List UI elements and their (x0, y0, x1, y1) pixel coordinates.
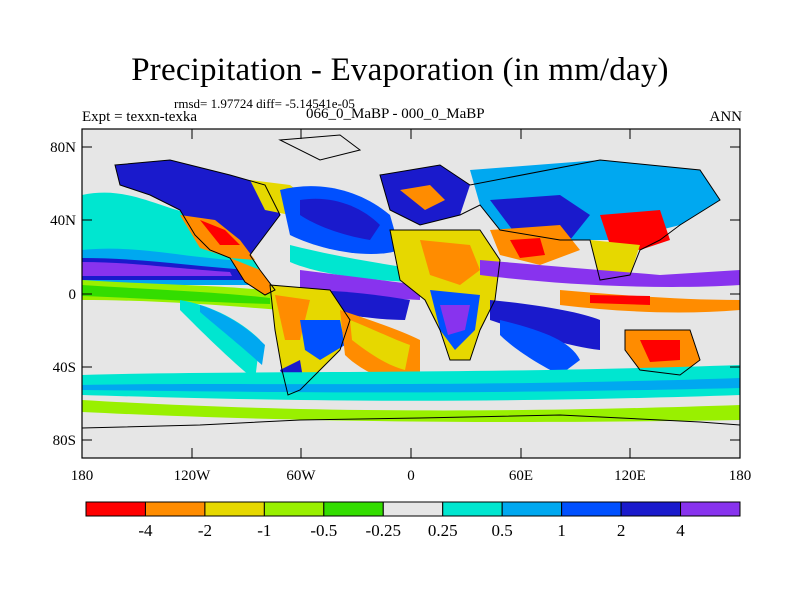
colorbar-box (263, 501, 325, 517)
colorbar-box (442, 501, 503, 517)
indian-pacific-purple (480, 260, 740, 287)
colorbar-label: -0.5 (310, 521, 337, 540)
coastlines (82, 134, 740, 429)
epac-green2 (82, 285, 270, 304)
central-america (230, 258, 275, 295)
colorbar-box (323, 501, 384, 517)
southern-green-band (82, 400, 740, 423)
colorbar-box (382, 501, 444, 517)
x-tick-label: 60W (286, 468, 316, 484)
coast-australia (624, 329, 701, 376)
colorbar-box (85, 501, 146, 517)
colorbar-label: -1 (257, 521, 271, 540)
y-tick-label: 80S (53, 433, 76, 449)
experiments-label: 066_0_MaBP - 000_0_MaBP (306, 106, 485, 122)
coast-antarctica (82, 414, 740, 429)
colorbar-labels: -4 -2 -1 -0.5 -0.25 0.25 0.5 1 2 4 (138, 521, 685, 540)
stats-label: rmsd= 1.97724 diff= -5.14541e-05 (174, 96, 355, 111)
indian-ocean-blue2 (500, 320, 580, 375)
southeast-asia-yellow (590, 240, 640, 280)
middle-east-red (510, 238, 545, 258)
coast-africa (389, 229, 501, 361)
x-tick-label: 120W (174, 468, 212, 484)
coast-greenland (278, 134, 362, 161)
colorbar-box (561, 501, 622, 517)
y-tick-labels: 80N 40N 0 40S 80S (50, 140, 76, 449)
x-axis (81, 129, 741, 458)
colorbar-box (620, 501, 682, 517)
natl-darkblue (300, 198, 380, 240)
colorbar-label: -2 (198, 521, 212, 540)
experiment-label: Expt = texxn-texka (82, 109, 198, 125)
coast-south-america (269, 284, 351, 396)
colorbar-boxes (85, 501, 741, 517)
colorbar-label: 0.25 (428, 521, 458, 540)
coast-eurasia (379, 159, 721, 281)
spac-cyan (180, 300, 260, 380)
colorbar-box (144, 501, 206, 517)
colorbar-label: 0.5 (492, 521, 513, 540)
x-tick-labels: 180 120W 60W 0 60E 120E 180 (71, 468, 752, 484)
npac-purple (82, 262, 232, 276)
x-tick-label: 180 (71, 468, 94, 484)
y-tick-label: 40N (50, 213, 76, 229)
colorbar-box (680, 501, 741, 517)
colorbar-label: 2 (617, 521, 626, 540)
x-tick-label: 180 (729, 468, 752, 484)
colorbar-box (501, 501, 563, 517)
east-asia-red (600, 210, 670, 250)
spac-blue (200, 305, 265, 365)
north-america-blue (115, 160, 280, 255)
y-axis (82, 146, 740, 441)
north-america-red (200, 220, 240, 245)
satl-yellow (350, 320, 410, 370)
southern-cyan-band (82, 365, 740, 401)
indian-ocean-blue (490, 300, 600, 350)
south-america-blue (300, 320, 345, 360)
x-tick-label: 60E (509, 468, 533, 484)
natl-cyan (290, 245, 410, 282)
coast-north-america (114, 159, 281, 296)
africa-purple (440, 305, 470, 335)
colorbar-label: -0.25 (366, 521, 401, 540)
australia-red (640, 340, 680, 362)
southern-blue-band (82, 378, 740, 393)
y-tick-label: 0 (69, 287, 77, 303)
colorbar-label: 1 (557, 521, 566, 540)
season-label: ANN (709, 109, 743, 125)
page-title: Precipitation - Evaporation (in mm/day) (131, 52, 669, 88)
y-tick-label: 40S (53, 360, 76, 376)
africa-orange (420, 240, 480, 285)
x-tick-label: 0 (407, 468, 415, 484)
south-america-orange (275, 295, 310, 340)
colorbar-label: -4 (138, 521, 153, 540)
y-tick-label: 80N (50, 140, 76, 156)
europe-orange (400, 185, 445, 210)
x-tick-label: 120E (614, 468, 646, 484)
west-pacific-red (590, 295, 650, 305)
colorbar-label: 4 (676, 521, 685, 540)
colorbar-box (204, 501, 265, 517)
